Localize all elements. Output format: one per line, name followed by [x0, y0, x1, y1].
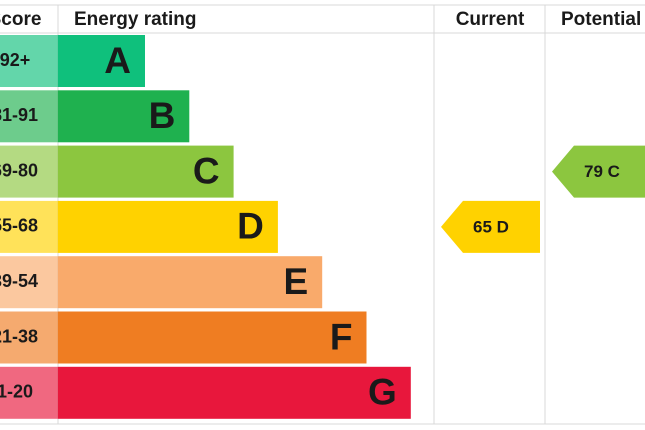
header: Current [456, 9, 525, 30]
header: Potential [561, 9, 641, 30]
rating-letter: C [193, 150, 220, 191]
rating-letter: A [104, 40, 131, 81]
score-cell [0, 200, 58, 253]
score-cell [0, 366, 58, 419]
rating-letter: F [330, 316, 353, 357]
rating-value: 79 C [584, 162, 620, 181]
score-label: 39-54 [0, 271, 38, 291]
rating-letter: E [284, 261, 309, 302]
rating-arrow [441, 200, 540, 253]
score-cell [0, 256, 58, 309]
rating-value: 65 D [473, 217, 509, 236]
header: Score [0, 9, 41, 30]
rating-bar [58, 311, 367, 364]
rating-bar [58, 35, 145, 87]
rating-bar [58, 200, 278, 253]
score-label: 55-68 [0, 216, 38, 236]
header: Energy rating [74, 9, 196, 30]
rating-arrow [552, 145, 645, 198]
score-label: 21-38 [0, 326, 38, 346]
rating-bar [58, 90, 190, 143]
score-label: 1-20 [0, 382, 33, 402]
rating-letter: B [149, 95, 176, 136]
score-cell [0, 35, 58, 87]
rating-letter: G [368, 372, 397, 413]
score-label: 81-91 [0, 105, 38, 125]
score-label: 92+ [0, 50, 30, 70]
score-label: 69-80 [0, 160, 38, 180]
score-cell [0, 145, 58, 198]
score-cell [0, 311, 58, 364]
score-cell [0, 90, 58, 143]
rating-bar [58, 256, 323, 309]
rating-bar [58, 366, 411, 419]
rating-letter: D [237, 206, 264, 247]
rating-bar [58, 145, 234, 198]
